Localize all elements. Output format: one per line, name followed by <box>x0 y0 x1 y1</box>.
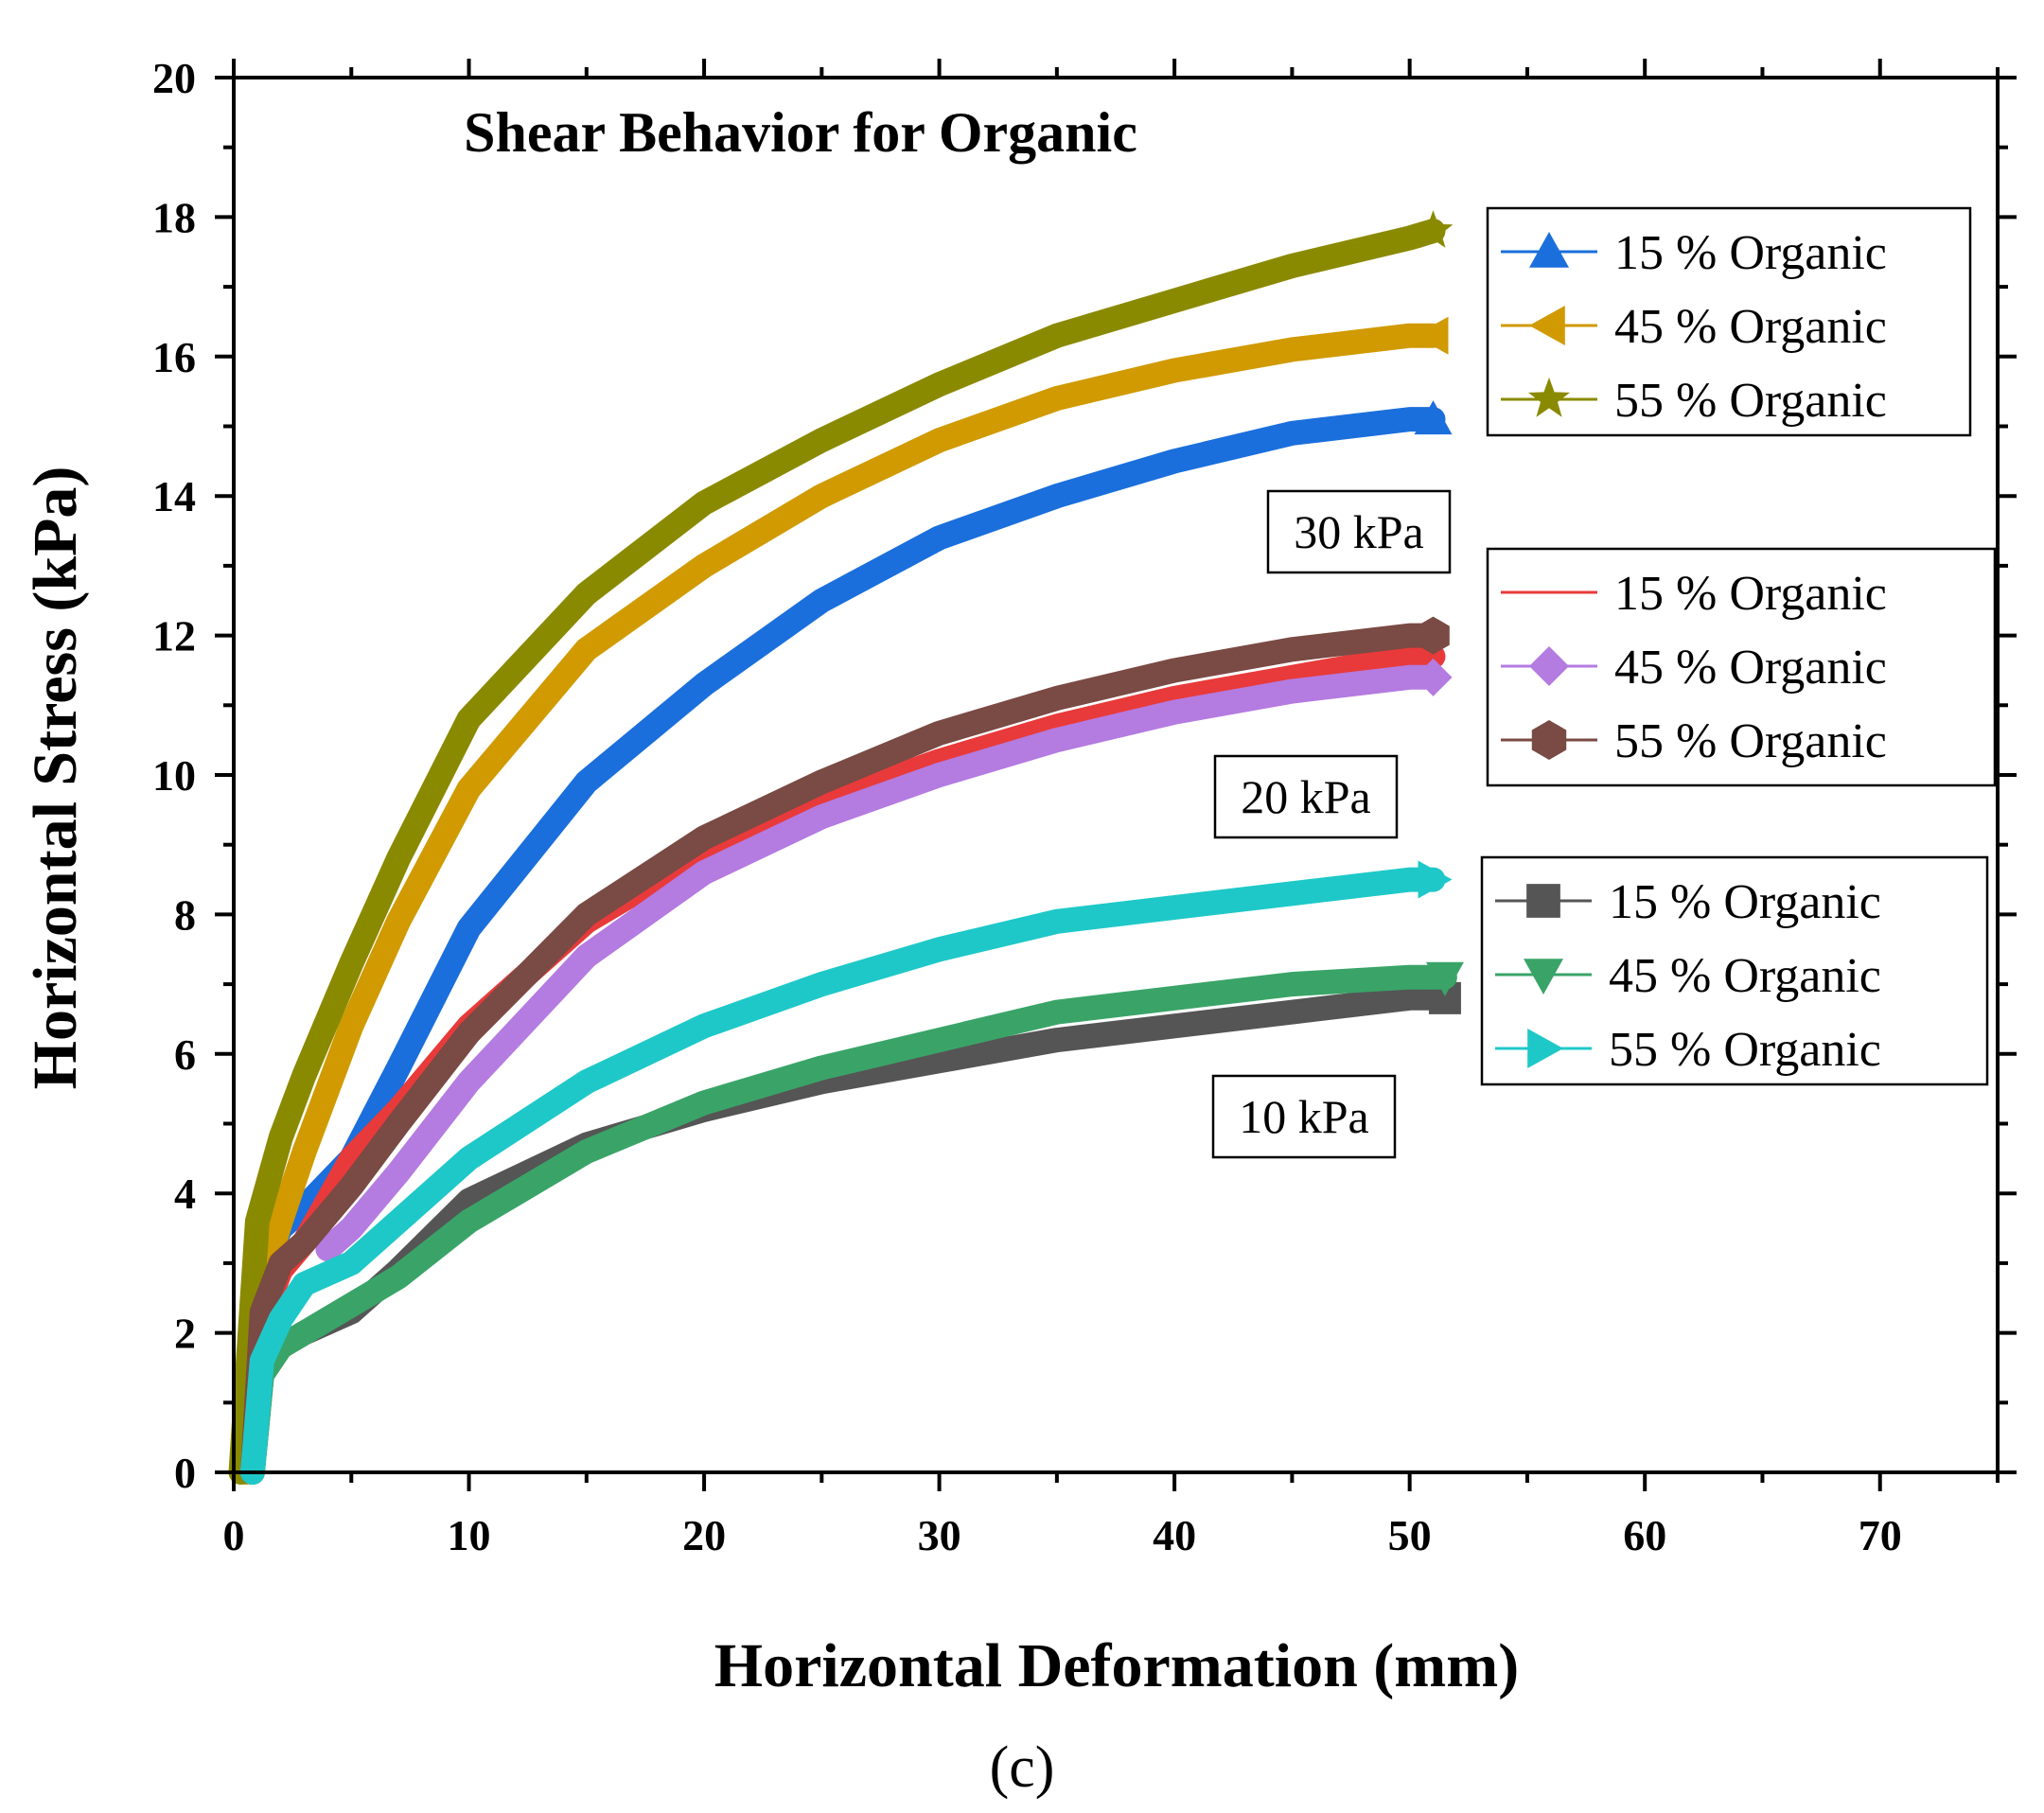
series-end-marker-g2-s1 <box>1425 961 1464 996</box>
legend-label-g2-s0: 15 % Organic <box>1609 875 1881 929</box>
x-tick-label: 0 <box>223 1511 245 1559</box>
series-end-marker-g2-s2 <box>1418 860 1453 899</box>
series-line-g1-s2 <box>239 623 1446 1485</box>
legend-label-g2-s2: 55 % Organic <box>1609 1023 1881 1077</box>
legend-marker-g1-s2 <box>1531 720 1567 760</box>
legend-label-g0-s2: 55 % Organic <box>1614 374 1887 428</box>
legend-box-0 <box>1486 206 1972 437</box>
y-tick-label: 0 <box>174 1449 196 1497</box>
series-line-g0-s2 <box>228 219 1446 1485</box>
x-tick-label: 30 <box>918 1511 961 1559</box>
figure-caption: (c) <box>990 1735 1055 1800</box>
x-axis-title: Horizontal Deformation (mm) <box>714 1631 1519 1700</box>
series-end-marker-g2-s0 <box>1428 981 1461 1014</box>
y-tick-label: 4 <box>174 1170 196 1218</box>
x-tick-label: 50 <box>1388 1511 1432 1559</box>
y-tick-label: 14 <box>152 472 196 520</box>
y-tick-label: 16 <box>152 333 196 381</box>
legend-marker-g2-s2 <box>1527 1029 1563 1068</box>
annotation-label-0: 30 kPa <box>1294 505 1424 558</box>
legend-label-g1-s0: 15 % Organic <box>1614 567 1887 621</box>
x-tick-label: 70 <box>1859 1511 1902 1559</box>
y-tick-label: 8 <box>174 890 196 939</box>
legend-label-g0-s0: 15 % Organic <box>1614 226 1887 280</box>
y-tick-label: 20 <box>152 54 196 102</box>
series-end-marker-g1-s2 <box>1417 616 1450 655</box>
series-line-g0-s0 <box>233 407 1446 1485</box>
y-tick-label: 6 <box>174 1030 196 1079</box>
legend-label-g1-s2: 55 % Organic <box>1614 714 1887 768</box>
legend-layer: 15 % Organic 45 % Organic 55 % Organic 30 k… <box>1211 206 1997 1159</box>
series-line-g1-s1 <box>315 664 1446 1262</box>
y-tick-label: 18 <box>152 193 196 241</box>
x-tick-label: 60 <box>1623 1511 1666 1559</box>
annotation-box-2 <box>1211 1074 1397 1159</box>
legend-label-g1-s1: 45 % Organic <box>1614 641 1887 695</box>
x-tick-label: 10 <box>448 1511 491 1559</box>
series-end-marker-g0-s1 <box>1414 316 1449 355</box>
y-tick-label: 12 <box>152 612 196 660</box>
series-line-g2-s1 <box>239 964 1457 1485</box>
series-layer <box>228 210 1464 1485</box>
series-end-marker-g1-s1 <box>1414 658 1453 696</box>
annotation-label-2: 10 kPa <box>1239 1090 1369 1143</box>
series-line-g0-s1 <box>233 323 1446 1485</box>
legend-marker-g2-s1 <box>1524 959 1563 995</box>
annotation-box-0 <box>1266 489 1452 574</box>
y-tick-label: 10 <box>152 751 196 800</box>
annotation-label-1: 20 kPa <box>1241 770 1371 823</box>
legend-marker-g2-s0 <box>1526 884 1560 918</box>
legend-box-2 <box>1480 855 1989 1086</box>
chart-title: Shear Behavior for Organic <box>464 101 1137 164</box>
y-tick-label: 2 <box>174 1310 196 1358</box>
y-axis-title: Horizontal Stress (kPa) <box>21 466 90 1090</box>
axes-layer: 0 10 20 30 40 50 60 70 0 2 4 6 8 10 12 14 16 18 20 <box>152 54 2017 1559</box>
x-tick-label: 40 <box>1153 1511 1196 1559</box>
legend-marker-g0-s0 <box>1529 232 1569 268</box>
legend-marker-g0-s1 <box>1529 306 1565 345</box>
x-tick-label: 20 <box>682 1511 726 1559</box>
annotation-box-1 <box>1213 754 1399 839</box>
legend-marker-g0-s2 <box>1528 377 1570 417</box>
legend-label-g2-s1: 45 % Organic <box>1609 949 1881 1003</box>
series-line-g2-s2 <box>239 867 1446 1485</box>
series-end-marker-g0-s0 <box>1414 400 1453 435</box>
legend-label-g0-s1: 45 % Organic <box>1614 300 1887 354</box>
legend-marker-g1-s1 <box>1529 646 1569 686</box>
series-end-marker-g0-s2 <box>1413 210 1454 248</box>
